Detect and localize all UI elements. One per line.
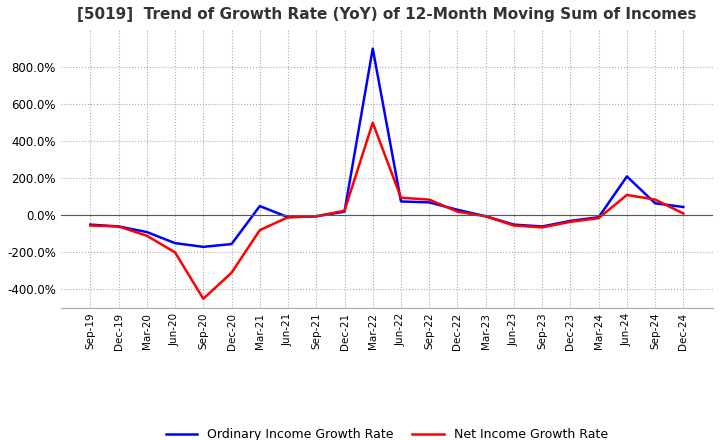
Net Income Growth Rate <box>679 211 688 216</box>
Net Income Growth Rate <box>453 209 462 214</box>
Net Income Growth Rate <box>143 233 151 238</box>
Net Income Growth Rate <box>538 225 546 230</box>
Title: [5019]  Trend of Growth Rate (YoY) of 12-Month Moving Sum of Incomes: [5019] Trend of Growth Rate (YoY) of 12-… <box>77 7 697 22</box>
Ordinary Income Growth Rate <box>143 229 151 235</box>
Net Income Growth Rate <box>623 192 631 198</box>
Net Income Growth Rate <box>369 120 377 125</box>
Ordinary Income Growth Rate <box>538 224 546 229</box>
Net Income Growth Rate <box>482 214 490 219</box>
Ordinary Income Growth Rate <box>171 241 179 246</box>
Ordinary Income Growth Rate <box>425 200 433 205</box>
Ordinary Income Growth Rate <box>651 201 660 206</box>
Line: Net Income Growth Rate: Net Income Growth Rate <box>90 123 683 299</box>
Net Income Growth Rate <box>86 223 94 228</box>
Net Income Growth Rate <box>425 197 433 202</box>
Ordinary Income Growth Rate <box>284 215 292 220</box>
Ordinary Income Growth Rate <box>369 46 377 51</box>
Ordinary Income Growth Rate <box>453 207 462 213</box>
Ordinary Income Growth Rate <box>679 204 688 209</box>
Ordinary Income Growth Rate <box>482 214 490 219</box>
Ordinary Income Growth Rate <box>256 203 264 209</box>
Ordinary Income Growth Rate <box>566 218 575 224</box>
Ordinary Income Growth Rate <box>594 215 603 220</box>
Net Income Growth Rate <box>594 216 603 221</box>
Ordinary Income Growth Rate <box>397 199 405 204</box>
Legend: Ordinary Income Growth Rate, Net Income Growth Rate: Ordinary Income Growth Rate, Net Income … <box>161 423 613 440</box>
Net Income Growth Rate <box>171 250 179 255</box>
Ordinary Income Growth Rate <box>510 222 518 227</box>
Net Income Growth Rate <box>228 270 236 275</box>
Net Income Growth Rate <box>199 296 207 301</box>
Ordinary Income Growth Rate <box>228 242 236 247</box>
Line: Ordinary Income Growth Rate: Ordinary Income Growth Rate <box>90 48 683 247</box>
Net Income Growth Rate <box>510 223 518 228</box>
Ordinary Income Growth Rate <box>114 224 123 229</box>
Net Income Growth Rate <box>340 208 348 213</box>
Ordinary Income Growth Rate <box>340 209 348 214</box>
Ordinary Income Growth Rate <box>312 214 320 219</box>
Ordinary Income Growth Rate <box>623 174 631 179</box>
Net Income Growth Rate <box>114 224 123 229</box>
Net Income Growth Rate <box>651 197 660 202</box>
Net Income Growth Rate <box>256 227 264 233</box>
Net Income Growth Rate <box>566 219 575 224</box>
Net Income Growth Rate <box>284 215 292 220</box>
Net Income Growth Rate <box>397 195 405 200</box>
Ordinary Income Growth Rate <box>86 222 94 227</box>
Net Income Growth Rate <box>312 214 320 219</box>
Ordinary Income Growth Rate <box>199 244 207 249</box>
